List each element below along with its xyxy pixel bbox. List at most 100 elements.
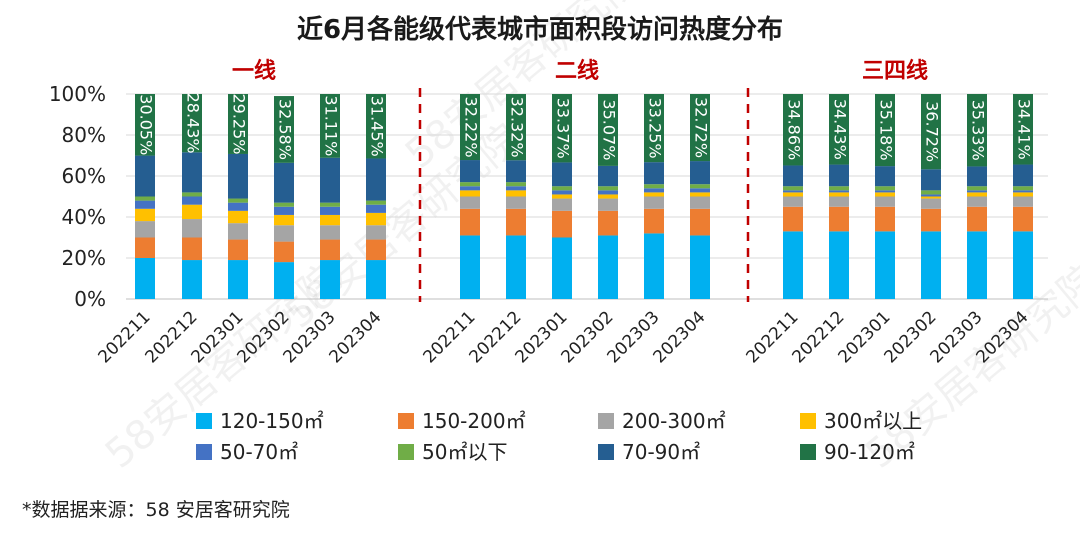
bar-segment xyxy=(366,94,386,159)
bar-segment xyxy=(552,190,572,195)
bar-segment xyxy=(320,157,340,203)
bar-segment xyxy=(135,208,155,222)
legend-swatch xyxy=(800,444,816,460)
group-dividers xyxy=(418,88,750,302)
bar-segment xyxy=(228,239,248,261)
bar-segment xyxy=(182,94,202,153)
bar-segment xyxy=(552,94,572,163)
bar-segment xyxy=(875,206,895,232)
bar-segment xyxy=(506,208,526,236)
bar-segment xyxy=(460,235,480,299)
bars xyxy=(135,94,1033,299)
bar-segment xyxy=(135,258,155,299)
bar-segment xyxy=(967,94,987,167)
bar-segment xyxy=(875,94,895,167)
bar-segment xyxy=(135,200,155,209)
bar-segment xyxy=(829,192,849,197)
y-axis: 0% 20% 40% 60% 80% 100% xyxy=(49,82,106,311)
bar-segment xyxy=(598,194,618,199)
legend: 120-150㎡ 150-200㎡ 200-300㎡ 300㎡以上 50-70㎡ 50㎡以… xyxy=(196,409,922,464)
data-label: 34.86% xyxy=(785,99,804,160)
gridlines xyxy=(126,93,1048,300)
bar-segment xyxy=(320,202,340,207)
bar-segment xyxy=(644,208,664,234)
bar-segment xyxy=(690,192,710,197)
bar-segment xyxy=(366,239,386,261)
group-labels: 一线 二线 三四线 xyxy=(232,58,928,84)
bar-segment xyxy=(921,208,941,232)
legend-swatch xyxy=(196,413,212,429)
bar-segment xyxy=(967,166,987,187)
bar-segment xyxy=(228,94,248,154)
bar-segment xyxy=(182,237,202,261)
bar-segment xyxy=(135,94,155,156)
bar-segment xyxy=(829,206,849,232)
legend-label: 70-90㎡ xyxy=(622,440,700,464)
bar-segment xyxy=(783,94,803,166)
bar-segment xyxy=(690,184,710,189)
bar-segment xyxy=(644,233,664,299)
bar-segment xyxy=(829,196,849,207)
legend-label: 50㎡以下 xyxy=(422,440,507,464)
bar-segment xyxy=(644,94,664,163)
legend-swatch xyxy=(598,413,614,429)
bar-segment xyxy=(274,262,294,299)
bar-segment xyxy=(552,198,572,211)
bar-segment xyxy=(320,239,340,261)
bar-segment xyxy=(1013,206,1033,232)
data-label: 29.25% xyxy=(230,93,249,154)
bar-segment xyxy=(366,212,386,226)
bar-segment xyxy=(875,190,895,193)
bar-segment xyxy=(875,186,895,191)
bar-segment xyxy=(598,190,618,195)
data-label: 32.32% xyxy=(508,97,527,158)
data-label: 34.41% xyxy=(1015,99,1034,160)
data-labels: 30.05% 28.43% 29.25% 32.58% 31.11% 31.45% 32.2… xyxy=(137,93,1034,163)
bar-segment xyxy=(182,204,202,220)
bar-segment xyxy=(552,237,572,299)
bar-segment xyxy=(506,94,526,161)
bar-segment xyxy=(274,225,294,242)
bar-segment xyxy=(135,155,155,197)
bar-segment xyxy=(552,194,572,199)
bar-segment xyxy=(967,190,987,193)
bar-segment xyxy=(829,186,849,191)
bar-segment xyxy=(366,260,386,299)
bar-segment xyxy=(783,206,803,232)
data-label: 32.58% xyxy=(276,99,295,160)
bar-segment xyxy=(1013,192,1033,197)
bar-segment xyxy=(135,221,155,238)
bar-segment xyxy=(552,210,572,238)
data-label: 31.45% xyxy=(368,96,387,157)
bar-segment xyxy=(366,200,386,205)
bar-segment xyxy=(921,190,941,195)
bar-segment xyxy=(506,186,526,191)
bar-segment xyxy=(366,158,386,201)
bar-segment xyxy=(967,196,987,207)
y-tick-label: 40% xyxy=(62,205,106,229)
data-label: 33.25% xyxy=(646,98,665,159)
legend-label: 200-300㎡ xyxy=(622,409,726,433)
bar-segment xyxy=(598,165,618,187)
bar-segment xyxy=(460,182,480,187)
bar-segment xyxy=(274,241,294,263)
bar-segment xyxy=(829,164,849,187)
bar-segment xyxy=(460,160,480,183)
bar-segment xyxy=(598,186,618,191)
legend-label: 50-70㎡ xyxy=(220,440,298,464)
bar-segment xyxy=(320,225,340,240)
bar-segment xyxy=(690,208,710,236)
bar-segment xyxy=(829,231,849,299)
bar-segment xyxy=(460,186,480,191)
legend-swatch xyxy=(398,413,414,429)
bar-segment xyxy=(690,196,710,209)
bar-segment xyxy=(921,231,941,299)
bar-segment xyxy=(182,192,202,197)
source-note: *数据据来源：58 安居客研究院 xyxy=(22,499,290,521)
bar-segment xyxy=(783,196,803,207)
bar-segment xyxy=(967,192,987,197)
data-label: 34.43% xyxy=(831,99,850,160)
bar-segment xyxy=(875,231,895,299)
bar-segment xyxy=(506,196,526,209)
bar-segment xyxy=(182,196,202,205)
